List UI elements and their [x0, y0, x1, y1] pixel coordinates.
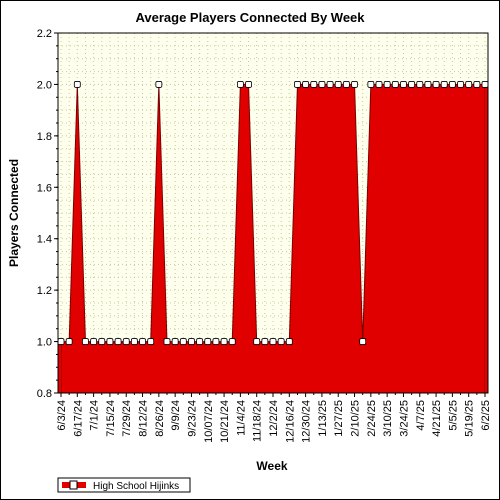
data-point-marker [318, 81, 326, 88]
data-point-marker [326, 81, 334, 88]
data-point-marker [408, 81, 416, 88]
legend-box [57, 477, 191, 493]
data-point-marker [294, 81, 301, 88]
data-point-marker [465, 81, 473, 88]
data-point-marker [416, 81, 424, 88]
x-tick-label: 1/13/25 [317, 400, 329, 437]
data-point-marker [106, 338, 114, 345]
x-tick-label: 6/3/24 [56, 400, 68, 431]
data-point-marker [73, 81, 81, 88]
y-tick-label: 2.0 [37, 79, 52, 91]
x-tick-label: 12/16/24 [284, 400, 296, 443]
data-point-marker [432, 81, 440, 88]
data-point-marker [440, 81, 448, 88]
y-tick-label: 1.2 [37, 285, 52, 297]
x-axis-label: Week [256, 459, 287, 473]
y-tick-label: 1.0 [37, 337, 52, 349]
data-point-marker [114, 338, 122, 345]
data-point-marker [334, 81, 342, 88]
x-tick-label: 2/24/25 [366, 400, 378, 437]
x-tick-label: 3/24/25 [398, 400, 410, 437]
x-tick-label: 7/15/24 [105, 400, 117, 437]
x-tick-label: 5/5/25 [447, 400, 459, 431]
legend-marker-icon [69, 480, 78, 490]
x-tick-label: 11/18/24 [252, 400, 264, 442]
data-point-marker [481, 81, 489, 88]
data-point-marker [130, 338, 138, 345]
data-point-marker [204, 338, 212, 345]
data-point-marker [228, 338, 236, 345]
data-point-marker [212, 338, 220, 345]
data-point-marker [196, 338, 204, 345]
data-point-marker [367, 81, 375, 88]
plot-area: 0.8 1.0 1.2 1.4 1.6 1.8 2.0 2.2 6/3/24 6/17/24 7/1… [37, 28, 492, 443]
x-tick-label: 4/7/25 [415, 400, 427, 431]
data-point-marker [302, 81, 310, 88]
data-point-marker [342, 81, 350, 88]
data-point-marker [457, 81, 464, 88]
x-tick-label: 12/30/24 [301, 400, 313, 443]
series-area-edge-right [485, 84, 488, 393]
series-area-edge-left [58, 341, 61, 393]
data-point-marker [310, 81, 318, 88]
x-tick-label: 7/1/24 [89, 400, 101, 431]
data-point-marker [448, 81, 456, 88]
x-tick-label: 1/27/25 [333, 400, 345, 437]
data-point-marker [65, 338, 73, 345]
data-point-marker [90, 338, 98, 345]
legend-label: High School Hijinks [93, 481, 179, 492]
x-tick-label: 10/21/24 [219, 400, 231, 443]
x-tick-label: 12/2/24 [268, 400, 280, 437]
data-point-marker [359, 338, 367, 345]
data-point-marker [261, 338, 269, 345]
data-point-marker [82, 338, 89, 345]
x-tick-label: 5/19/25 [464, 400, 476, 437]
y-tick-label: 1.6 [37, 182, 52, 194]
data-point-marker [424, 81, 432, 88]
x-tick-label: 9/23/24 [186, 400, 198, 437]
x-tick-label: 6/2/25 [480, 400, 492, 431]
y-tick-label: 2.2 [37, 28, 52, 40]
x-tick-label: 10/07/24 [203, 400, 215, 443]
data-point-marker [285, 338, 293, 345]
data-point-marker [245, 81, 252, 88]
x-tick-label: 7/29/24 [121, 400, 133, 437]
data-point-marker [122, 338, 130, 345]
data-point-marker [188, 338, 195, 345]
data-point-marker [236, 81, 244, 88]
legend: High School Hijinks [57, 477, 191, 493]
data-point-marker [400, 81, 407, 88]
data-point-marker [375, 81, 383, 88]
x-tick-label: 6/17/24 [72, 400, 84, 437]
data-point-marker [163, 338, 171, 345]
chart-title: Average Players Connected By Week [135, 10, 365, 25]
data-point-marker [391, 81, 399, 88]
data-point-marker [171, 338, 179, 345]
x-tick-label: 2/10/25 [350, 400, 362, 437]
x-tick-label: 8/12/24 [138, 400, 150, 437]
data-point-marker [351, 81, 358, 88]
data-point-marker [179, 338, 187, 345]
data-point-marker [155, 81, 163, 88]
x-tick-label: 9/9/24 [170, 400, 182, 431]
y-tick-label: 0.8 [37, 388, 52, 400]
data-point-marker [473, 81, 481, 88]
x-tick-label: 4/21/25 [431, 400, 443, 437]
y-tick-label: 1.4 [37, 234, 52, 246]
data-point-marker [220, 338, 228, 345]
data-point-marker [269, 338, 277, 345]
data-point-marker [383, 81, 391, 88]
data-point-marker [98, 338, 106, 345]
data-point-marker [253, 338, 261, 345]
x-tick-label: 3/10/25 [382, 400, 394, 437]
y-tick-label: 1.8 [37, 131, 52, 143]
x-tick-label: 11/4/24 [235, 400, 247, 436]
data-point-marker [139, 338, 146, 345]
data-point-marker [277, 338, 285, 345]
y-axis-label: Players Connected [7, 159, 21, 267]
data-point-marker [57, 338, 65, 345]
x-tick-label: 8/26/24 [154, 400, 166, 437]
data-point-marker [147, 338, 155, 345]
